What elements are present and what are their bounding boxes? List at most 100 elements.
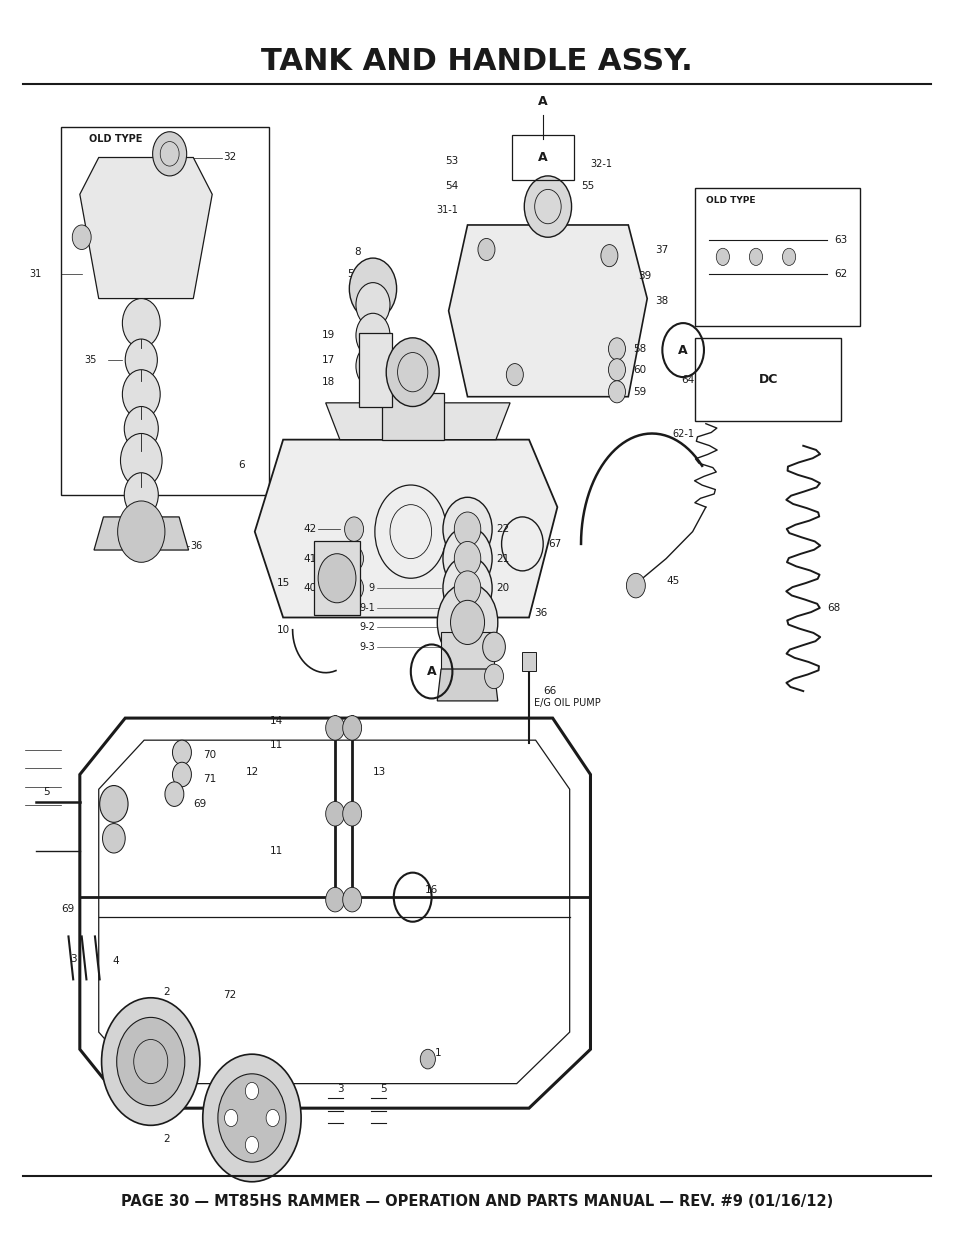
Text: 20: 20: [496, 583, 509, 593]
Bar: [522, 652, 535, 672]
Circle shape: [165, 782, 184, 806]
Text: 67: 67: [547, 538, 560, 548]
Circle shape: [626, 573, 644, 598]
Circle shape: [442, 498, 492, 561]
Circle shape: [442, 526, 492, 590]
Text: 11: 11: [270, 846, 283, 856]
Text: 40: 40: [303, 583, 315, 593]
Text: 32: 32: [223, 152, 236, 163]
Circle shape: [524, 175, 571, 237]
Text: 68: 68: [826, 603, 840, 613]
Text: 9: 9: [369, 583, 375, 593]
Polygon shape: [94, 517, 189, 550]
Bar: [358, 333, 392, 406]
Text: 53: 53: [444, 156, 457, 167]
Text: 38: 38: [654, 296, 667, 306]
Bar: [314, 541, 359, 615]
Text: 2: 2: [163, 1134, 170, 1144]
Text: 5: 5: [43, 787, 50, 797]
Text: 64: 64: [680, 374, 694, 384]
Text: A: A: [537, 151, 547, 164]
Text: 58: 58: [633, 343, 645, 354]
Text: 65: 65: [468, 687, 481, 697]
Text: 9-1: 9-1: [358, 603, 375, 613]
Text: 12: 12: [246, 767, 259, 777]
Text: 32-1: 32-1: [590, 158, 612, 169]
Text: 69: 69: [61, 904, 74, 914]
Circle shape: [344, 546, 363, 571]
Text: 47: 47: [468, 659, 481, 669]
Circle shape: [124, 473, 158, 517]
Text: 2: 2: [163, 987, 170, 997]
Circle shape: [420, 1050, 435, 1070]
Text: 3: 3: [71, 953, 77, 963]
Text: 39: 39: [638, 272, 650, 282]
Circle shape: [325, 802, 344, 826]
Circle shape: [506, 363, 523, 385]
Text: 6: 6: [238, 461, 245, 471]
Circle shape: [325, 888, 344, 911]
Text: 70: 70: [203, 750, 215, 760]
Circle shape: [266, 1109, 279, 1126]
Circle shape: [317, 553, 355, 603]
Text: OLD TYPE: OLD TYPE: [90, 133, 143, 143]
Text: 9-3: 9-3: [358, 642, 375, 652]
Text: 35: 35: [85, 354, 97, 364]
Circle shape: [386, 338, 438, 406]
Circle shape: [608, 338, 625, 359]
Text: A: A: [426, 664, 436, 678]
Bar: [61, 127, 269, 495]
Text: 22: 22: [496, 524, 509, 535]
Text: 62: 62: [834, 269, 847, 279]
Text: 37: 37: [654, 245, 667, 254]
Circle shape: [172, 740, 192, 764]
Text: 3: 3: [336, 1083, 343, 1093]
Circle shape: [608, 358, 625, 380]
Text: 1: 1: [434, 1049, 440, 1058]
Circle shape: [342, 802, 361, 826]
Circle shape: [102, 824, 125, 853]
Circle shape: [203, 1055, 301, 1182]
Circle shape: [101, 998, 200, 1125]
Text: 17: 17: [321, 354, 335, 364]
Polygon shape: [325, 403, 510, 440]
Polygon shape: [80, 158, 212, 299]
Text: 14: 14: [270, 715, 283, 725]
Circle shape: [217, 1073, 286, 1162]
Circle shape: [355, 345, 390, 388]
Text: DC: DC: [758, 373, 777, 387]
Circle shape: [442, 556, 492, 620]
Text: 72: 72: [223, 990, 236, 1000]
Circle shape: [600, 245, 618, 267]
Text: A: A: [678, 343, 687, 357]
Circle shape: [450, 600, 484, 645]
Text: 66: 66: [542, 687, 556, 697]
Text: 11: 11: [270, 740, 283, 750]
Circle shape: [477, 238, 495, 261]
Circle shape: [454, 571, 480, 605]
Text: 9-2: 9-2: [358, 622, 375, 632]
Text: 71: 71: [203, 774, 215, 784]
Circle shape: [72, 225, 91, 249]
Text: 45: 45: [665, 576, 679, 585]
Text: 62-1: 62-1: [672, 429, 694, 438]
Circle shape: [99, 785, 128, 823]
Text: PAGE 30 — MT85HS RAMMER — OPERATION AND PARTS MANUAL — REV. #9 (01/16/12): PAGE 30 — MT85HS RAMMER — OPERATION AND …: [121, 1194, 832, 1209]
Text: 31-1: 31-1: [436, 205, 457, 215]
Circle shape: [436, 583, 497, 662]
Circle shape: [454, 541, 480, 576]
Text: 69: 69: [193, 799, 207, 809]
Circle shape: [124, 406, 158, 451]
Text: 10: 10: [276, 625, 290, 635]
Circle shape: [117, 501, 165, 562]
Circle shape: [122, 369, 160, 419]
Circle shape: [454, 513, 480, 546]
Text: 19: 19: [321, 331, 335, 341]
Circle shape: [608, 380, 625, 403]
Bar: [382, 393, 443, 440]
Text: 54: 54: [444, 180, 457, 190]
Polygon shape: [436, 669, 497, 701]
Circle shape: [355, 314, 390, 357]
Text: 55: 55: [347, 269, 360, 279]
Bar: [440, 632, 494, 669]
